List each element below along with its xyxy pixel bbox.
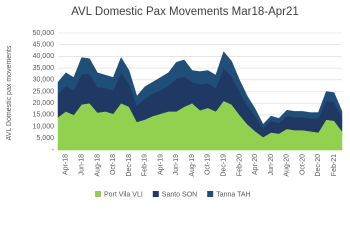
x-tick-label: Oct-20	[299, 154, 306, 175]
x-tick-label: Feb-20	[236, 154, 243, 176]
x-tick-label: Oct-18	[110, 154, 117, 175]
x-tick-label: Dec-18	[126, 154, 133, 177]
y-tick-label: 45,000	[33, 42, 55, 49]
legend-swatch	[152, 191, 159, 197]
y-tick-label: 25,000	[33, 88, 55, 95]
legend-label: Tanna TAH	[216, 191, 250, 198]
x-tick-label: Oct-19	[205, 154, 212, 175]
y-tick-label: 10,000	[33, 123, 55, 130]
y-axis-label: AVL Domestic pax movements	[6, 45, 13, 140]
x-tick-label: Jun-19	[173, 154, 180, 176]
x-tick-label: Aug-20	[284, 154, 291, 177]
x-tick-label: Feb-19	[142, 154, 149, 176]
x-tick-label: Aug-18	[94, 154, 101, 177]
x-tick-label: Apr-19	[157, 154, 164, 175]
x-tick-label: Jun-20	[268, 154, 275, 176]
chart-title: AVL Domestic Pax Movements Mar18-Apr21	[71, 6, 299, 18]
x-tick-label: Feb-21	[331, 154, 338, 176]
x-tick-label: Dec-20	[315, 154, 322, 177]
y-tick-label: 20,000	[33, 100, 55, 107]
legend-swatch	[95, 191, 101, 197]
legend-label: Santo SON	[162, 191, 197, 198]
x-tick-label: Dec-19	[221, 154, 228, 177]
x-tick-label: Aug-19	[189, 154, 196, 177]
y-tick-label: 35,000	[33, 65, 55, 72]
area	[57, 51, 343, 129]
y-tick-label: 30,000	[33, 77, 55, 84]
y-tick-label: -	[52, 147, 55, 154]
x-tick-label: Apr-20	[252, 154, 259, 175]
chart: AVL Domestic Pax Movements Mar18-Apr21 A…	[6, 6, 343, 198]
y-tick-label: 50,000	[33, 30, 55, 37]
y-tick-label: 5,000	[36, 135, 54, 142]
x-tick-label: Apr-18	[63, 154, 70, 175]
x-tick-label: Jun-18	[79, 154, 86, 176]
legend-label: Port Vila VLI	[104, 191, 143, 198]
y-tick-label: 15,000	[33, 112, 55, 119]
legend-swatch	[207, 191, 214, 197]
y-tick-label: 40,000	[33, 53, 55, 60]
